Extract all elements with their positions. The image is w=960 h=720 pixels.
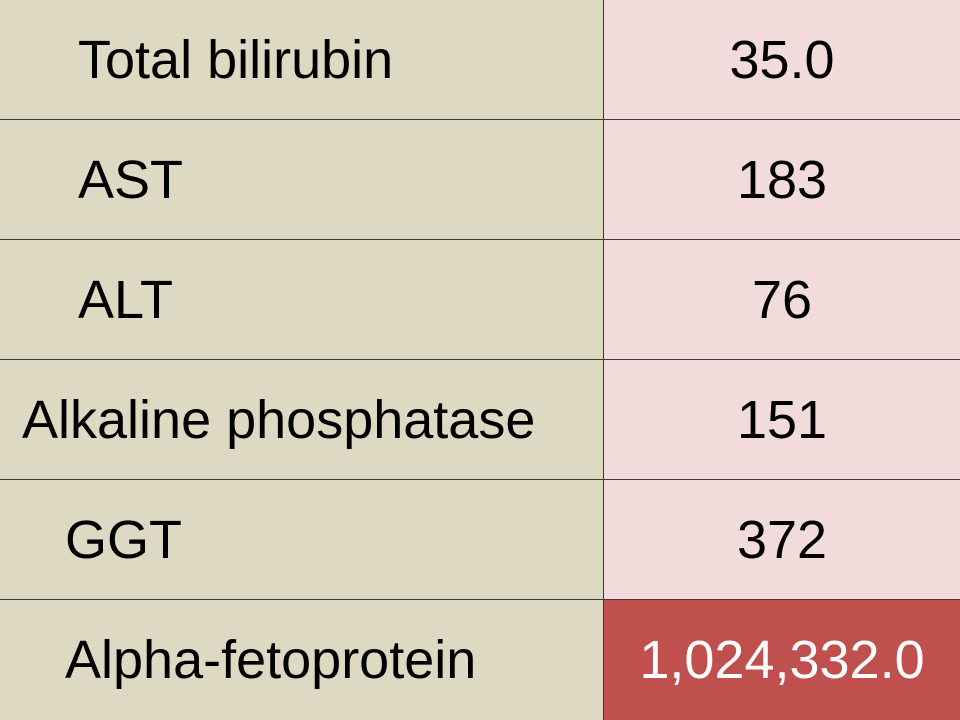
test-value-highlight: 1,024,332.0	[604, 600, 960, 720]
test-value: 183	[604, 120, 960, 240]
test-value: 76	[604, 240, 960, 360]
test-name: Total bilirubin	[0, 0, 604, 120]
test-name: AST	[0, 120, 604, 240]
test-value: 372	[604, 480, 960, 600]
test-name: Alpha-fetoprotein	[0, 600, 604, 720]
test-name: GGT	[0, 480, 604, 600]
test-name: Alkaline phosphatase	[0, 360, 604, 480]
test-value: 151	[604, 360, 960, 480]
test-name: ALT	[0, 240, 604, 360]
test-value: 35.0	[604, 0, 960, 120]
